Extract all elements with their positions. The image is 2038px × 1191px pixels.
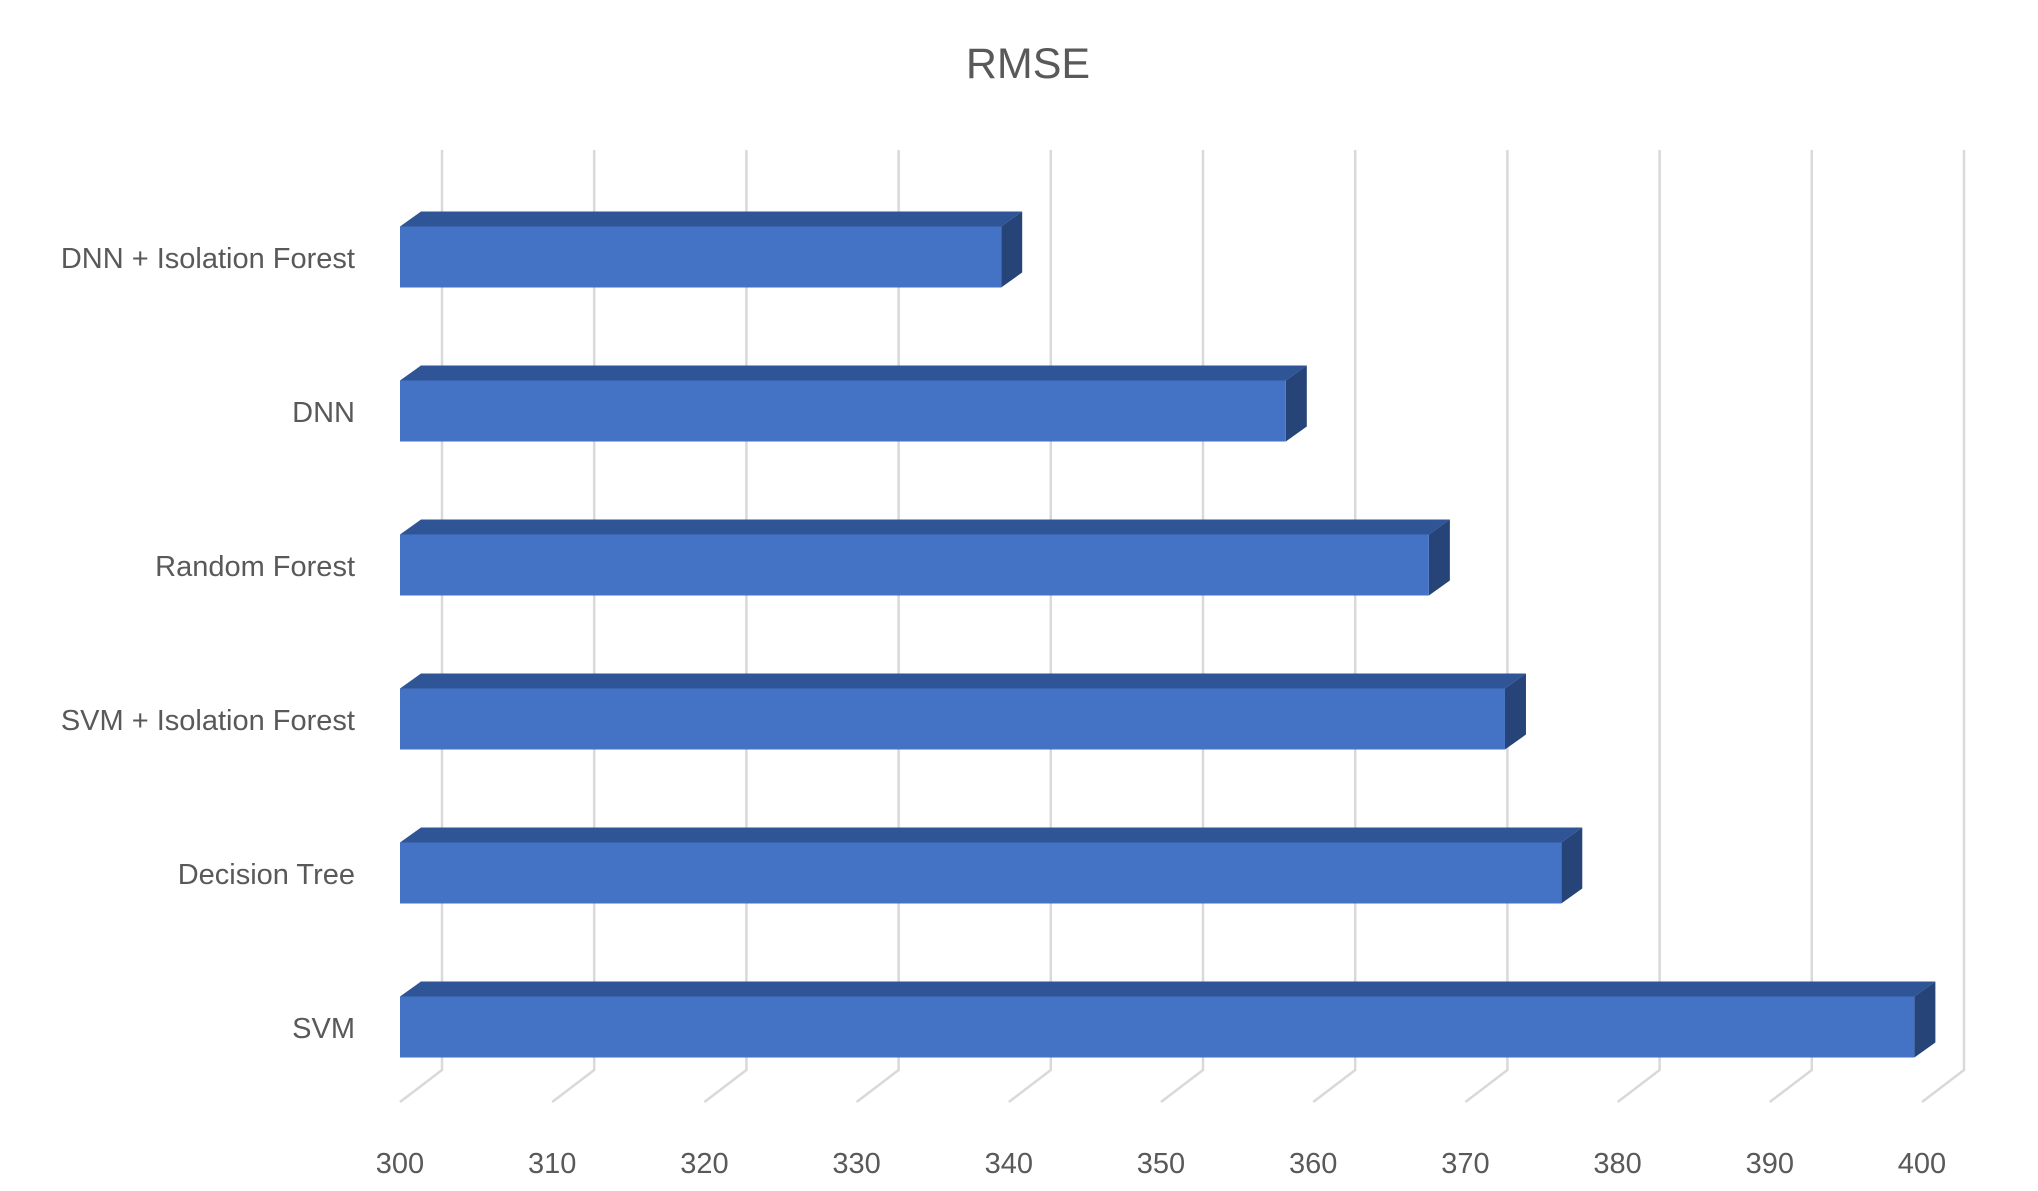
bar-top-face	[400, 212, 1022, 227]
x-tick-label: 390	[1746, 1148, 1794, 1180]
chart-title: RMSE	[966, 40, 1090, 88]
bar-front-face	[400, 535, 1429, 596]
bars	[400, 212, 1935, 1058]
bar	[400, 982, 1935, 1058]
x-tick-label: 400	[1898, 1148, 1946, 1180]
gridline	[704, 150, 746, 1102]
x-tick-label: 340	[985, 1148, 1033, 1180]
category-label: Random Forest	[155, 551, 355, 583]
gridline	[552, 150, 594, 1102]
gridlines	[400, 150, 1964, 1102]
bar-top-face	[400, 982, 1935, 997]
category-label: SVM + Isolation Forest	[61, 705, 355, 737]
category-label: Decision Tree	[178, 859, 355, 891]
x-tick-label: 370	[1441, 1148, 1489, 1180]
bar	[400, 828, 1582, 904]
bar-front-face	[400, 843, 1561, 904]
bar-top-face	[400, 366, 1307, 381]
gridline	[1465, 150, 1507, 1102]
gridline	[1009, 150, 1051, 1102]
x-tick-labels: 300 310 320 330 340 350 360 370 380 390 400	[376, 1148, 1946, 1180]
x-tick-label: 300	[376, 1148, 424, 1180]
gridline	[1161, 150, 1203, 1102]
bar	[400, 212, 1022, 288]
x-tick-label: 320	[680, 1148, 728, 1180]
bar	[400, 520, 1450, 596]
x-tick-label: 350	[1137, 1148, 1185, 1180]
x-tick-label: 380	[1593, 1148, 1641, 1180]
gridline	[1313, 150, 1355, 1102]
bar-front-face	[400, 381, 1286, 442]
bar-top-face	[400, 674, 1526, 689]
bar-top-face	[400, 828, 1582, 843]
category-label: SVM	[292, 1013, 355, 1045]
x-tick-label: 360	[1289, 1148, 1337, 1180]
bar	[400, 674, 1526, 750]
gridline	[1770, 150, 1812, 1102]
bar	[400, 366, 1307, 442]
bar-front-face	[400, 997, 1914, 1058]
category-labels: DNN + Isolation Forest DNN Random Forest SV…	[61, 243, 355, 1045]
bar-top-face	[400, 520, 1450, 535]
gridline	[1922, 150, 1964, 1102]
bar-front-face	[400, 227, 1001, 288]
gridline	[857, 150, 899, 1102]
x-tick-label: 310	[528, 1148, 576, 1180]
bar-front-face	[400, 689, 1505, 750]
category-label: DNN + Isolation Forest	[61, 243, 355, 275]
category-label: DNN	[292, 397, 355, 429]
x-tick-label: 330	[832, 1148, 880, 1180]
gridline	[1618, 150, 1660, 1102]
gridline	[400, 150, 442, 1102]
